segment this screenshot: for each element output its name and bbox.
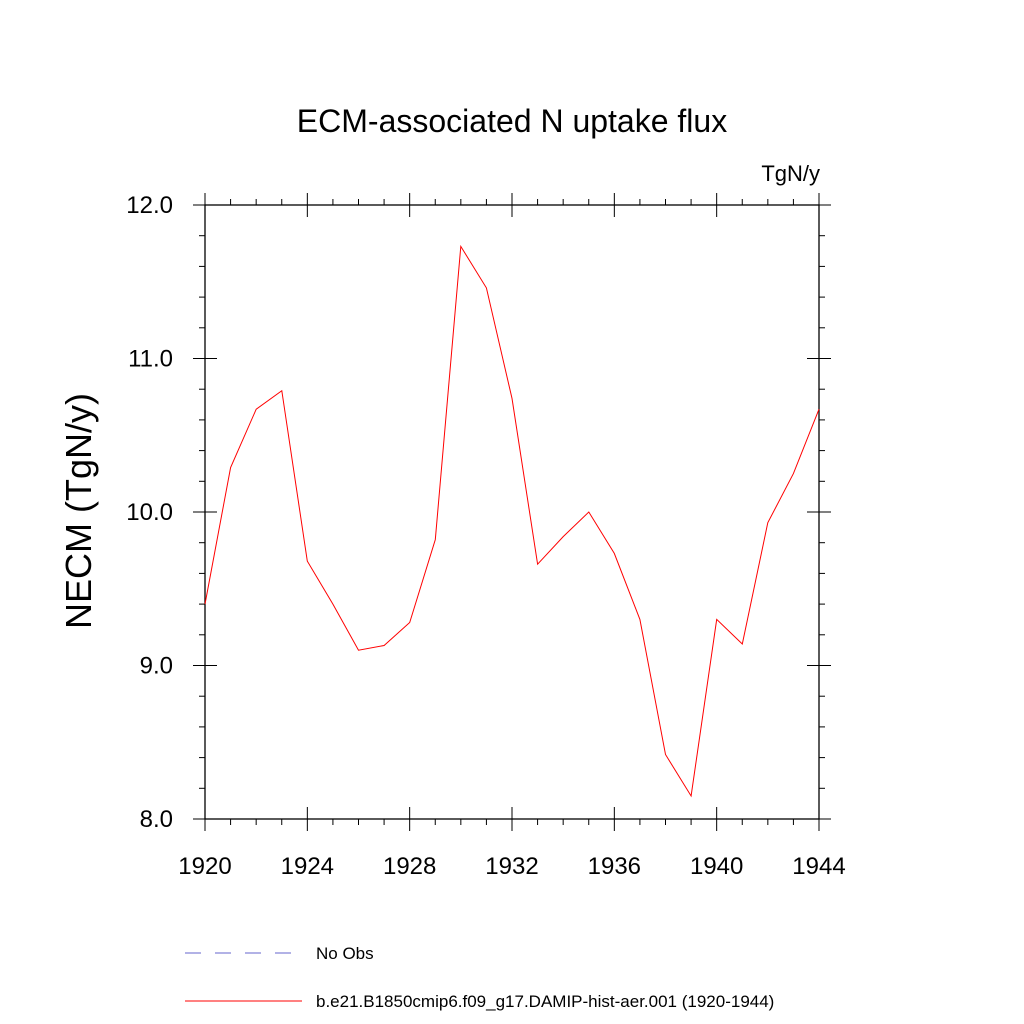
y-axis-label: NECM (TgN/y): [58, 393, 99, 629]
x-tick-label: 1932: [485, 853, 538, 880]
x-tick-label: 1924: [281, 853, 334, 880]
x-tick-label: 1920: [178, 853, 231, 880]
legend-label-model: b.e21.B1850cmip6.f09_g17.DAMIP-hist-aer.…: [316, 992, 774, 1011]
x-tick-label: 1944: [792, 853, 845, 880]
series-group: [204, 244, 820, 798]
units-label: TgN/y: [761, 161, 820, 186]
x-tick-label: 1940: [690, 853, 743, 880]
x-tick-label: 1928: [383, 853, 436, 880]
y-tick-label: 10.0: [126, 499, 173, 526]
x-tick-label: 1936: [588, 853, 641, 880]
y-tick-label: 11.0: [128, 346, 173, 373]
x-tick-labels: 1920 1924 1928 1932 1936 1940 1944: [178, 853, 845, 880]
plot-frame: [204, 204, 820, 820]
y-tick-labels: 8.0 9.0 10.0 11.0 12.0: [126, 192, 173, 833]
legend: No Obs b.e21.B1850cmip6.f09_g17.DAMIP-hi…: [185, 944, 774, 1011]
chart-title: ECM-associated N uptake flux: [297, 103, 727, 139]
series-line: [204, 244, 820, 798]
y-tick-label: 8.0: [140, 806, 173, 833]
axis-ticks: [193, 193, 831, 831]
legend-label-no-obs: No Obs: [316, 944, 374, 963]
y-tick-label: 9.0: [140, 653, 173, 680]
y-tick-label: 12.0: [126, 192, 173, 219]
